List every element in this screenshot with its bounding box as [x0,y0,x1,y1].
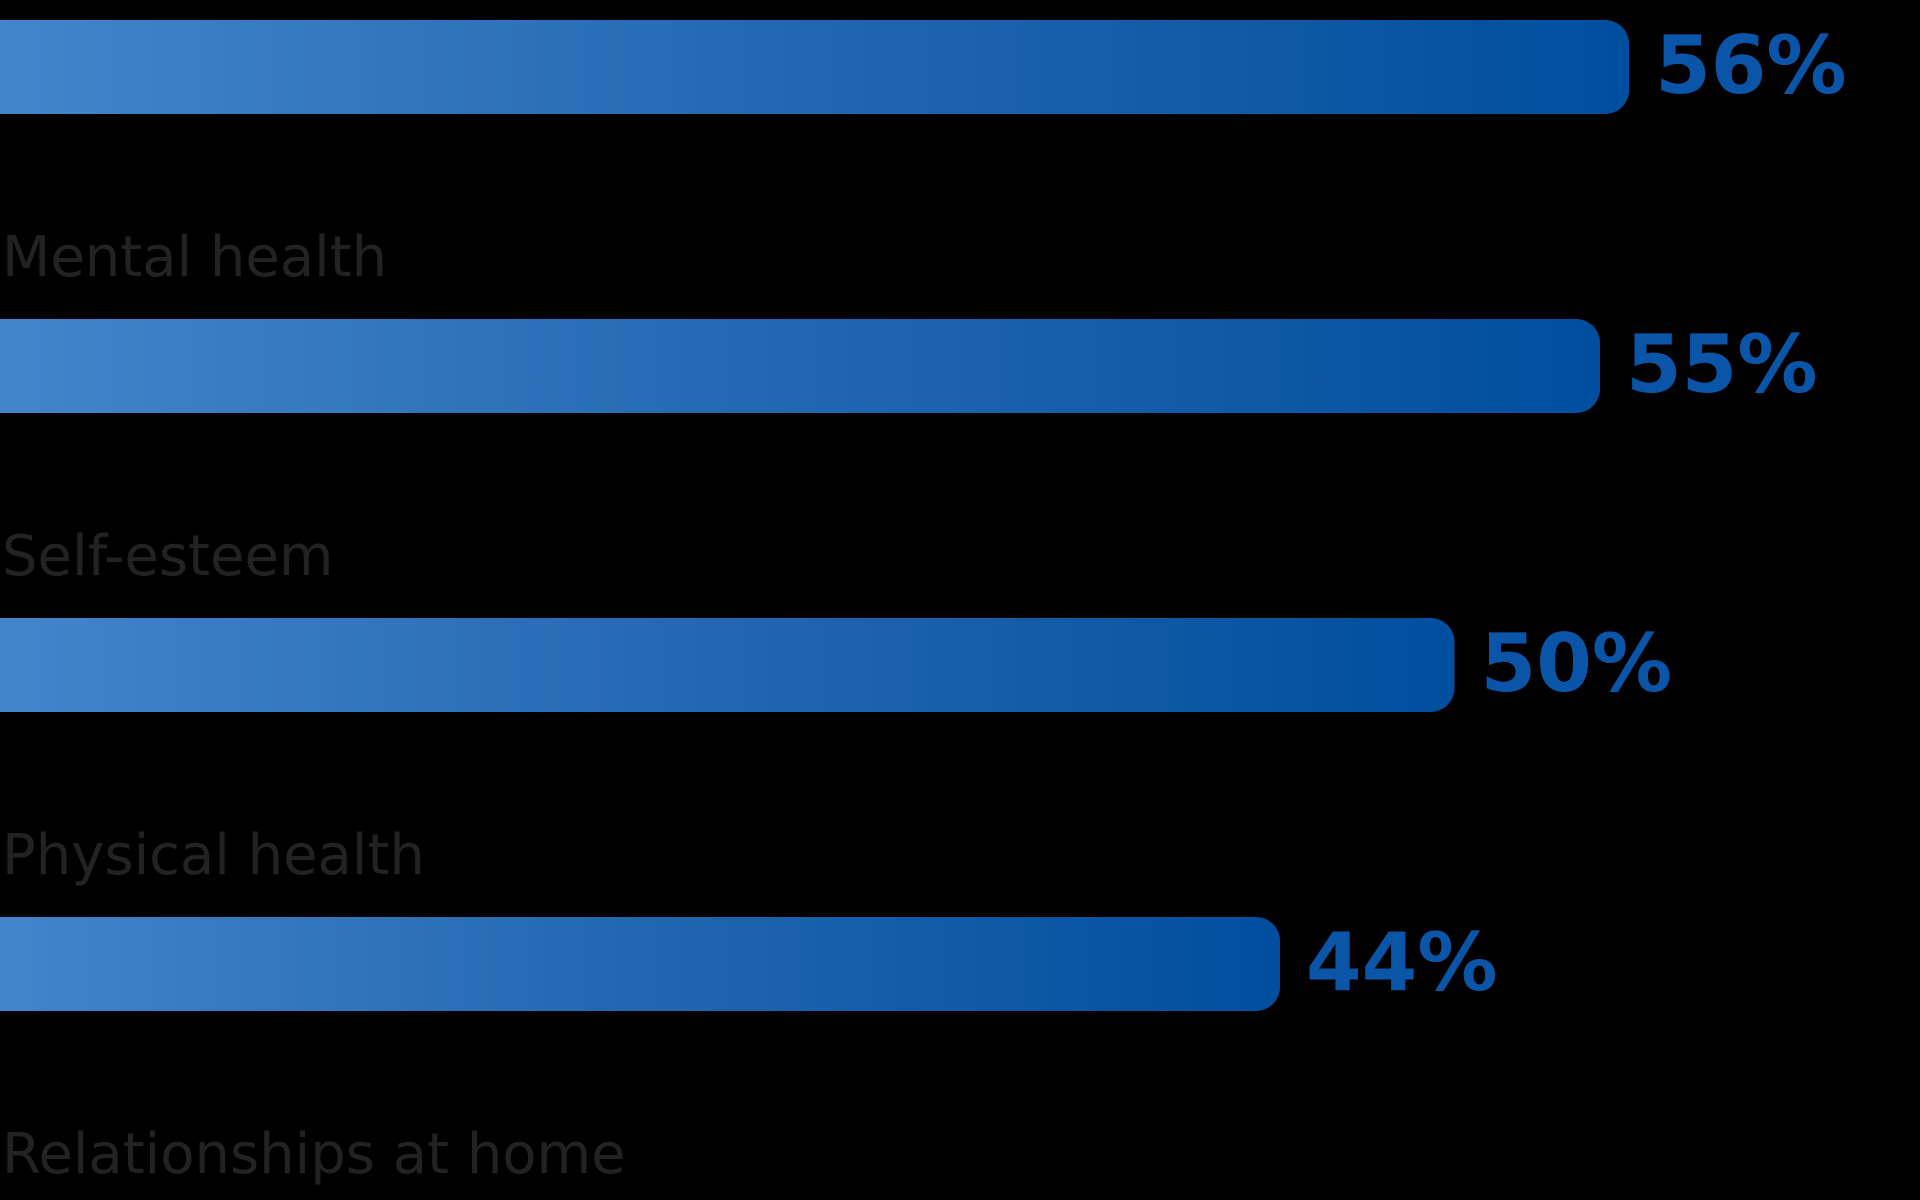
value-label: 56% [1655,19,1846,112]
category-label: Relationships at home [2,1122,626,1187]
category-label: Self-esteem [2,524,333,589]
bar [0,618,1455,712]
bar [0,319,1600,413]
value-label: 44% [1306,916,1497,1009]
category-label: Mental health [2,225,387,290]
value-label: 50% [1481,617,1672,710]
value-label: 55% [1626,318,1817,411]
category-label: Physical health [2,823,425,888]
bar [0,20,1630,114]
bar [0,917,1280,1011]
